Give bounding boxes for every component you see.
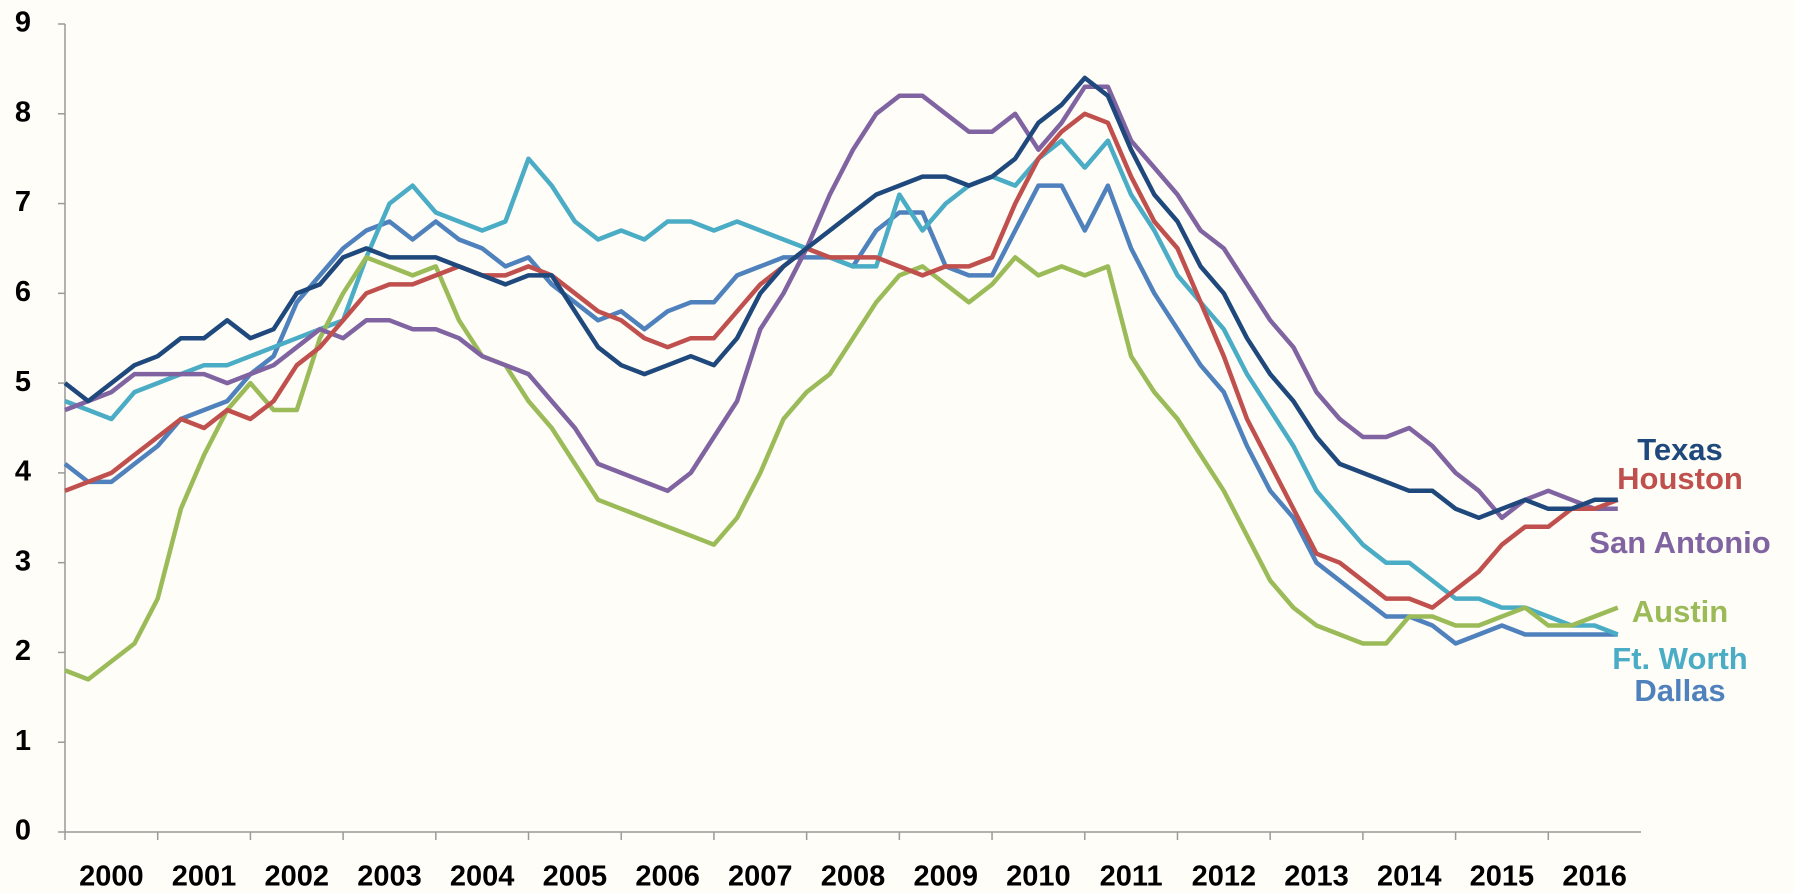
y-tick-label: 7	[15, 186, 31, 218]
series-label: San Antonio	[1589, 525, 1770, 560]
series-label: Texas	[1637, 432, 1723, 467]
y-tick-label: 5	[15, 366, 31, 398]
y-tick-label: 1	[15, 725, 31, 757]
x-tick-label: 2001	[172, 861, 237, 893]
x-tick-label: 2006	[635, 861, 700, 893]
x-tick-label: 2014	[1377, 861, 1442, 893]
series-line	[64, 138, 1619, 637]
x-tick-label: 2010	[1006, 861, 1071, 893]
series-label: Dallas	[1634, 673, 1725, 708]
series-label: Ft. Worth	[1612, 641, 1747, 676]
x-tick-label: 2011	[1100, 861, 1163, 893]
x-tick-label: 2002	[265, 861, 330, 893]
x-tick-label: 2008	[821, 861, 886, 893]
x-tick-label: 2000	[79, 861, 144, 893]
x-tick-label: 2016	[1562, 861, 1627, 893]
series-line	[63, 183, 1618, 646]
y-tick-label: 2	[15, 635, 31, 667]
series-line	[64, 84, 1618, 521]
y-tick-label: 0	[15, 815, 31, 847]
y-tick-label: 3	[15, 545, 31, 577]
x-tick-label: 2004	[450, 861, 515, 893]
series-line	[64, 111, 1619, 610]
y-tick-label: 4	[15, 456, 31, 488]
x-tick-label: 2012	[1192, 861, 1257, 893]
x-tick-label: 2003	[357, 861, 422, 893]
x-tick-label: 2009	[913, 861, 978, 893]
y-tick-label: 6	[15, 276, 31, 308]
series-label: Austin	[1632, 594, 1728, 629]
y-tick-label: 9	[15, 7, 31, 39]
x-tick-label: 2013	[1284, 861, 1349, 893]
x-tick-label: 2015	[1470, 861, 1535, 893]
x-tick-label: 2005	[543, 861, 608, 893]
series-label: Houston	[1617, 461, 1743, 496]
series-line	[63, 75, 1618, 521]
y-tick-label: 8	[15, 96, 31, 128]
x-tick-label: 2007	[728, 861, 793, 893]
